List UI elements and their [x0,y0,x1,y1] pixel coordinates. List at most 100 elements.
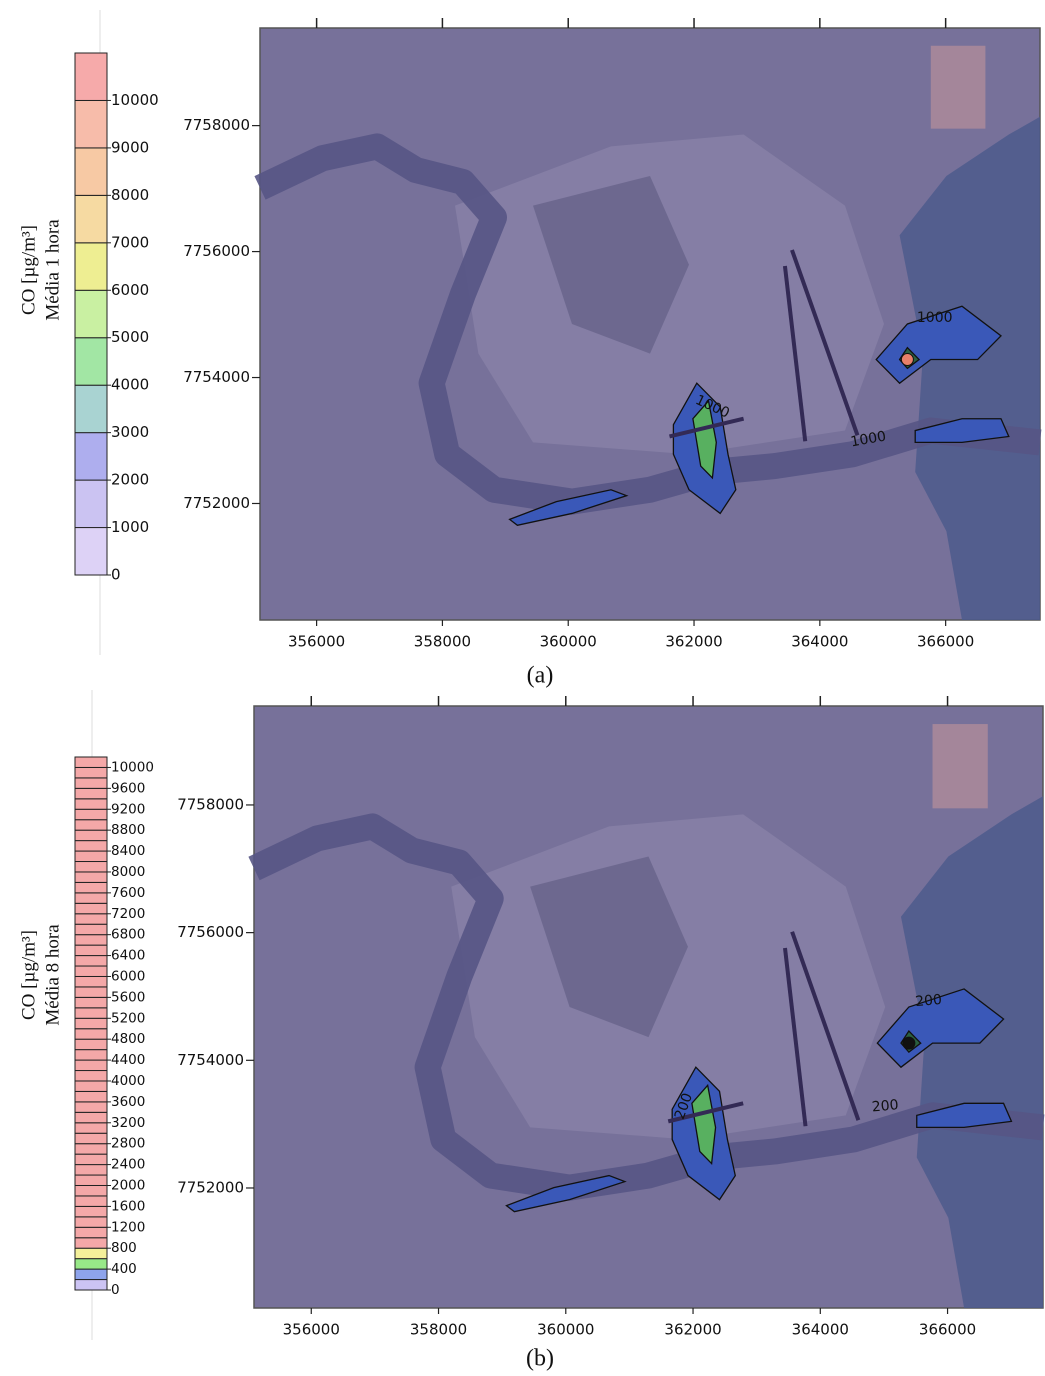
colorbar-tick-label: 3600 [111,1094,145,1110]
colorbar-tick-label: 5000 [111,328,149,346]
contour-label: 1000 [917,310,953,326]
colorbar-segment [75,914,107,924]
x-tick-label: 364000 [791,633,848,651]
colorbar-segment [75,788,107,798]
colorbar-segment [75,528,107,575]
peak [901,354,913,366]
x-tick-label: 358000 [414,633,471,651]
colorbar-segment [75,767,107,777]
y-tick-label: 7752000 [177,1178,244,1196]
colorbar-tick-label: 800 [111,1240,137,1256]
colorbar-segment [75,1102,107,1112]
colorbar-tick-label: 1000 [111,518,149,536]
y-tick-label: 7754000 [177,1051,244,1069]
colorbar-tick-label: 3200 [111,1115,145,1131]
colorbar-segment [75,893,107,903]
colorbar-segment [75,799,107,809]
colorbar-segment [75,1206,107,1216]
colorbar-tick-label: 9600 [111,780,145,796]
colorbar-segment [75,1133,107,1143]
colorbar-segment [75,841,107,851]
colorbar-segment [75,1144,107,1154]
colorbar-segment [75,1029,107,1039]
colorbar-tick-label: 400 [111,1261,137,1277]
colorbar-tick-label: 2000 [111,471,149,489]
y-tick-label: 7754000 [183,368,250,386]
colorbar-segment [75,809,107,819]
colorbar-segment [75,778,107,788]
colorbar-title: CO [µg/m³] [18,930,39,1020]
colorbar-tick-label: 1200 [111,1219,145,1235]
colorbar-title: CO [µg/m³] [18,225,39,315]
colorbar-segment [75,1060,107,1070]
colorbar-tick-label: 5600 [111,989,145,1005]
y-tick-label: 7756000 [183,242,250,260]
colorbar-tick-label: 6400 [111,948,145,964]
colorbar-segment [75,1280,107,1290]
colorbar-tick-label: 9000 [111,138,149,156]
colorbar-segment [75,1050,107,1060]
colorbar-segment [75,1018,107,1028]
colorbar-segment [75,433,107,480]
colorbar-tick-label: 0 [111,566,121,584]
colorbar-segment [75,976,107,986]
colorbar-segment [75,1227,107,1237]
contour-label: 200 [915,992,943,1010]
colorbar-segment [75,872,107,882]
peak [903,1037,915,1049]
x-tick-label: 360000 [537,1321,594,1339]
colorbar-segment [75,1217,107,1227]
colorbar-tick-label: 7000 [111,233,149,251]
colorbar-tick-label: 0 [111,1282,120,1298]
colorbar-tick-label: 5200 [111,1010,145,1026]
colorbar-segment [75,195,107,242]
colorbar-tick-label: 1600 [111,1198,145,1214]
contour-label: 200 [871,1097,899,1115]
colorbar-segment [75,1123,107,1133]
colorbar-segment [75,1154,107,1164]
x-tick-label: 366000 [917,633,974,651]
colorbar-tick-label: 4800 [111,1031,145,1047]
colorbar-segment [75,1259,107,1269]
colorbar-tick-label: 10000 [111,91,159,109]
colorbar-segment [75,1091,107,1101]
colorbar-segment [75,1175,107,1185]
colorbar-segment [75,935,107,945]
colorbar-segment [75,903,107,913]
colorbar-tick-label: 4000 [111,1073,145,1089]
colorbar-segment [75,924,107,934]
colorbar-tick-label: 7600 [111,885,145,901]
x-tick-label: 362000 [664,1321,721,1339]
colorbar-tick-label: 8800 [111,822,145,838]
colorbar-tick-label: 8000 [111,864,145,880]
x-tick-label: 358000 [410,1321,467,1339]
colorbar-tick-label: 10000 [111,759,154,775]
colorbar-tick-label: 6000 [111,281,149,299]
colorbar-segment [75,338,107,385]
colorbar-segment [75,53,107,100]
colorbar-segment [75,956,107,966]
colorbar-segment [75,1165,107,1175]
colorbar-segment [75,243,107,290]
y-tick-label: 7758000 [177,795,244,813]
colorbar-tick-label: 3000 [111,423,149,441]
colorbar-tick-label: 6800 [111,927,145,943]
airport [931,46,986,129]
x-tick-label: 356000 [283,1321,340,1339]
colorbar-segment [75,862,107,872]
y-tick-label: 7752000 [183,494,250,512]
colorbar-tick-label: 8400 [111,843,145,859]
colorbar-segment [75,480,107,527]
x-tick-label: 356000 [288,633,345,651]
colorbar-segment [75,1248,107,1258]
colorbar-segment [75,100,107,147]
colorbar-segment [75,1238,107,1248]
airport [933,724,988,808]
colorbar-segment [75,1185,107,1195]
colorbar-tick-label: 8000 [111,186,149,204]
colorbar-segment [75,997,107,1007]
colorbar-segment [75,820,107,830]
colorbar-segment [75,987,107,997]
colorbar-tick-label: 7200 [111,906,145,922]
colorbar-segment [75,290,107,337]
